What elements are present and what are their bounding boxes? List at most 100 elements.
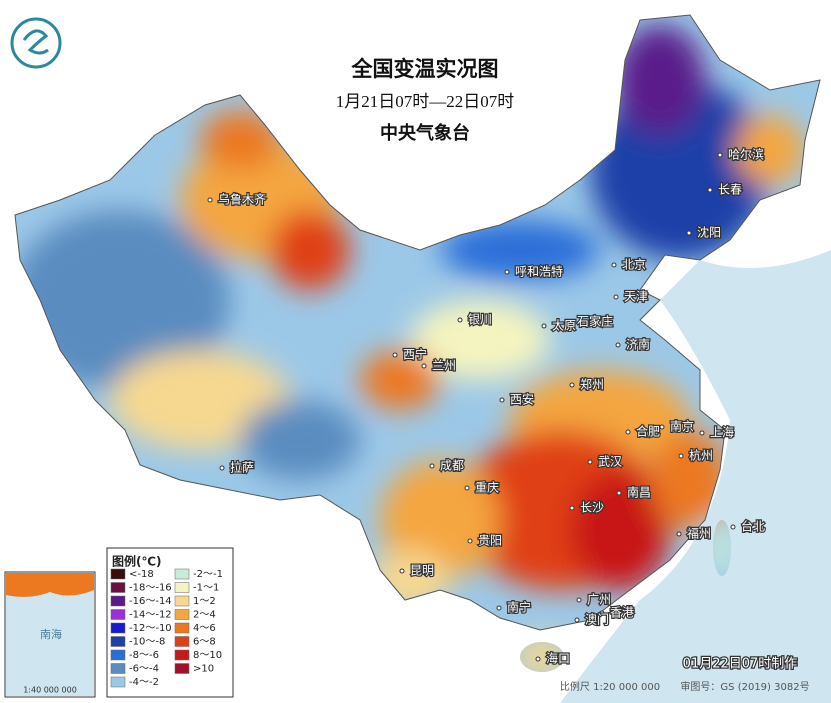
city-label: 长春 — [718, 183, 742, 197]
city-dot — [457, 317, 463, 323]
city-label: 西宁 — [403, 347, 427, 362]
city-label: 乌鲁木齐 — [218, 192, 266, 207]
city-dot — [496, 605, 502, 611]
city-dot — [566, 319, 572, 325]
city-label: 天津 — [624, 290, 648, 304]
legend-label: 8～10 — [193, 650, 222, 661]
legend-label: -18～-16 — [129, 583, 172, 594]
legend-label: 1～2 — [193, 596, 216, 607]
legend-frame — [106, 547, 234, 698]
city-dot — [467, 538, 473, 544]
city-label: 南昌 — [627, 485, 651, 500]
legend-label: 2～4 — [193, 610, 216, 621]
city-dot — [541, 323, 547, 329]
city-dot — [392, 352, 398, 358]
city-label: 武汉 — [598, 455, 622, 469]
city-label: 昆明 — [410, 564, 434, 578]
city-dot — [678, 453, 684, 459]
city-dot — [707, 187, 713, 193]
city-dot — [686, 230, 692, 236]
legend-label: -4～-2 — [129, 677, 159, 688]
city-dot — [717, 152, 723, 158]
logo-mark — [22, 29, 49, 55]
legend-swatch — [110, 676, 126, 688]
legend-swatch — [110, 582, 126, 593]
city-dot — [504, 269, 510, 275]
inset-sea-label: 南海 — [40, 627, 62, 641]
legend-label: -14～-12 — [129, 610, 172, 621]
sea — [560, 250, 831, 703]
scale: 比例尺 1:20 000 000 — [560, 680, 660, 693]
legend-swatch — [174, 568, 190, 580]
city-label: 福州 — [687, 526, 711, 541]
legend-swatch — [110, 622, 126, 634]
city-label: 海口 — [546, 651, 570, 666]
made-time: 01月22日07时制作 — [683, 657, 798, 672]
legend-label: -12～-10 — [129, 623, 172, 634]
legend-swatch — [110, 595, 126, 607]
city-label: 兰州 — [432, 359, 456, 373]
city-dot — [576, 597, 582, 603]
city-dot — [421, 363, 427, 369]
border — [14, 14, 821, 631]
city-dot — [616, 490, 622, 496]
city-label: 合肥 — [636, 424, 660, 439]
legend-title: 图例(℃) — [112, 554, 162, 569]
legend-swatch — [110, 663, 126, 674]
legend-label: <-18 — [129, 569, 154, 580]
city-label: 呼和浩特 — [515, 264, 563, 279]
city-label: 香港 — [610, 606, 634, 620]
legend-swatch — [174, 663, 190, 674]
city-dot — [399, 568, 405, 574]
legend-label: -10～-8 — [129, 637, 165, 648]
legend-swatch — [174, 595, 190, 607]
city-label: 太原 — [552, 318, 576, 333]
legend-label: 4～6 — [193, 623, 216, 634]
city-label: 重庆 — [475, 481, 499, 495]
city-label: 哈尔滨 — [728, 147, 764, 162]
city-dot — [535, 656, 541, 662]
city-label: 澳门 — [585, 612, 609, 627]
city-dot — [699, 430, 705, 436]
city-dot — [613, 294, 619, 300]
legend-label: -6～-4 — [129, 664, 159, 675]
inset-scale: 1:40 000 000 — [23, 686, 77, 695]
city-dot — [569, 382, 575, 388]
city-dot — [464, 485, 470, 491]
city-dot — [587, 459, 593, 465]
city-dot — [219, 465, 225, 471]
legend: <-18 -18～-16 -16～-14 -14～-12 -12～-10 -10～-8 -8… — [110, 568, 223, 688]
city-dot — [625, 429, 631, 435]
city-dot — [569, 505, 575, 511]
city-label: 拉萨 — [230, 460, 254, 475]
legend-swatch — [174, 609, 190, 620]
legend-swatch — [174, 622, 190, 634]
legend-label: -16～-14 — [129, 596, 172, 607]
legend-swatch — [174, 649, 190, 661]
inset-land — [6, 573, 94, 597]
legend-label: -1～1 — [193, 583, 219, 594]
city-label: 西安 — [510, 392, 534, 407]
legend-label: 6～8 — [193, 637, 216, 648]
legend-swatch — [110, 568, 126, 580]
approval: 审图号：GS (2019) 3082号 — [680, 680, 809, 693]
city-dot — [429, 463, 435, 469]
city-label: 杭州 — [689, 448, 713, 463]
subtitle: 1月21日07时—22日07时 — [336, 92, 515, 111]
city-dot — [499, 397, 505, 403]
city-dot — [207, 197, 213, 203]
city-label: 广州 — [587, 593, 611, 607]
legend-swatch — [110, 609, 126, 620]
city-label: 南京 — [670, 419, 694, 434]
city-label: 北京 — [622, 258, 646, 272]
city-label: 台北 — [741, 519, 765, 534]
city-label: 长沙 — [580, 501, 604, 515]
city-label: 沈阳 — [697, 225, 721, 240]
legend-swatch — [174, 636, 190, 647]
city-label: 上海 — [710, 425, 734, 440]
legend-swatch — [110, 636, 126, 647]
city-label: 郑州 — [580, 377, 604, 392]
